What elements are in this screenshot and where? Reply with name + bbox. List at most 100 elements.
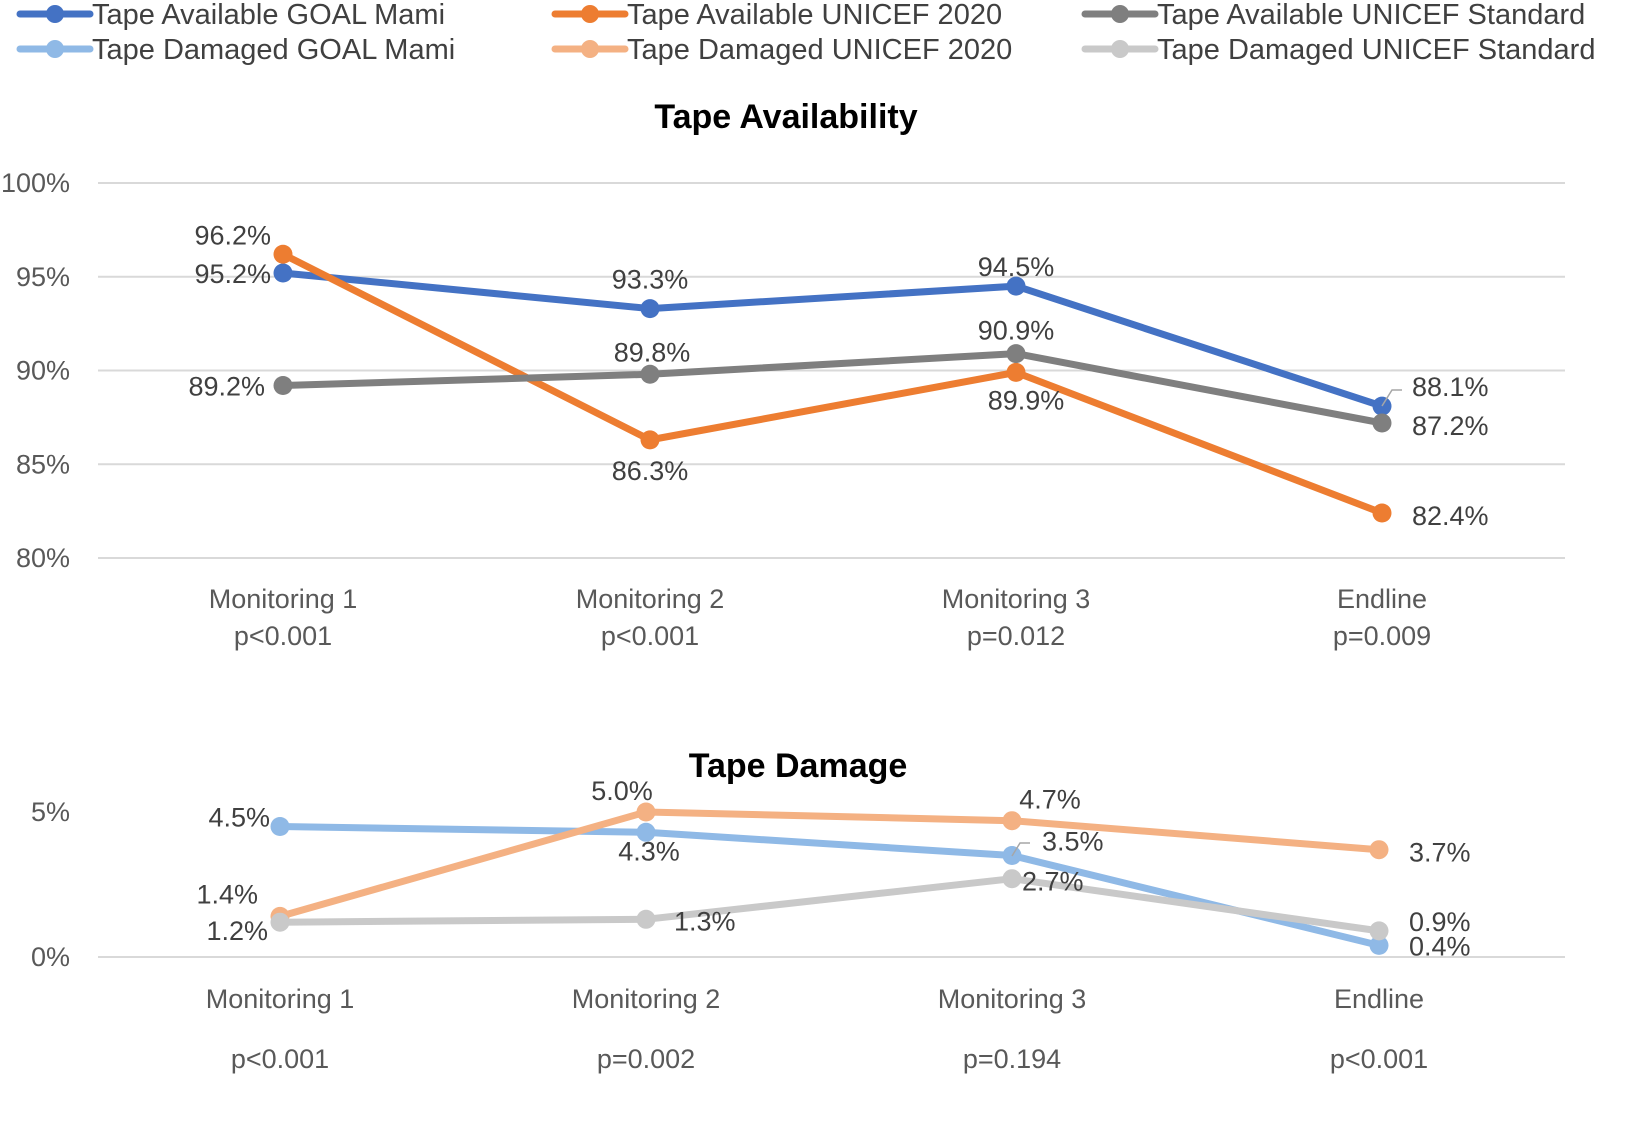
data-label: 90.9% — [978, 316, 1055, 346]
series-tape-available-unicef-2020: 96.2% 86.3% 89.9% 82.4% — [194, 220, 1488, 531]
series-tape-damaged-unicef-2020: 1.4% 5.0% 4.7% 3.7% — [196, 776, 1471, 926]
data-label: 89.2% — [188, 372, 265, 402]
legend-label: Tape Damaged UNICEF 2020 — [627, 34, 1012, 66]
x-category-label: Monitoring 3 — [938, 984, 1087, 1014]
series-line — [276, 875, 1383, 935]
x-category-pvalue: p<0.001 — [601, 621, 699, 651]
legend-item-tape-damaged-unicef-2020: Tape Damaged UNICEF 2020 — [551, 34, 1012, 66]
x-category-pvalue: p=0.009 — [1333, 621, 1431, 651]
legend-item-tape-damaged-goal-mami: Tape Damaged GOAL Mami — [16, 34, 455, 66]
data-point — [636, 822, 656, 842]
series-line — [279, 350, 1386, 427]
data-point — [1002, 811, 1022, 831]
data-point — [1369, 921, 1389, 941]
x-category-label: Monitoring 3 — [942, 584, 1091, 614]
data-label: 3.7% — [1409, 838, 1471, 868]
series-tape-available-goal-mami: 95.2% 93.3% 94.5% 88.1% — [194, 252, 1489, 416]
data-point — [636, 909, 656, 929]
data-point — [270, 912, 290, 932]
x-category-label: Monitoring 1 — [209, 584, 358, 614]
data-label: 87.2% — [1412, 411, 1489, 441]
chart-title: Tape Availability — [654, 98, 917, 136]
data-label: 93.3% — [612, 265, 689, 295]
legend-marker-swatch — [1111, 5, 1129, 23]
data-point — [1372, 503, 1392, 523]
data-point — [1372, 413, 1392, 433]
data-label: 1.4% — [196, 879, 258, 909]
data-point — [640, 364, 660, 384]
series-tape-damaged-unicef-standard: 1.2% 1.3% 2.7% 0.9% — [206, 867, 1470, 947]
data-label: 4.7% — [1019, 785, 1081, 815]
y-tick-label: 5% — [31, 797, 70, 827]
data-label: 4.5% — [208, 803, 270, 833]
data-label: 96.2% — [194, 220, 271, 250]
x-category-pvalue: p=0.002 — [597, 1044, 695, 1074]
data-label: 88.1% — [1412, 372, 1489, 402]
series-line — [276, 823, 1383, 949]
y-tick-label: 100% — [1, 168, 70, 198]
legend-item-tape-damaged-unicef-standard: Tape Damaged UNICEF Standard — [1081, 34, 1595, 66]
legend-item-tape-available-unicef-2020: Tape Available UNICEF 2020 — [551, 0, 1002, 31]
data-point — [273, 376, 293, 395]
data-label: 94.5% — [978, 252, 1055, 282]
series-tape-damaged-goal-mami: 4.5% 4.3% 3.5% 0.4% — [208, 803, 1470, 962]
legend-label: Tape Damaged UNICEF Standard — [1157, 34, 1595, 66]
data-point — [1369, 840, 1389, 860]
series-line — [276, 808, 1383, 920]
series-line — [279, 269, 1386, 410]
series-line — [279, 250, 1386, 517]
data-label: 86.3% — [612, 456, 689, 486]
data-label: 95.2% — [194, 259, 271, 289]
y-tick-label: 95% — [16, 262, 70, 292]
legend-label: Tape Available GOAL Mami — [92, 0, 445, 31]
data-point — [1006, 276, 1026, 296]
legend-marker-swatch — [1111, 40, 1129, 58]
data-point — [636, 802, 656, 822]
x-category-label: Endline — [1337, 584, 1427, 614]
legend-marker-swatch — [581, 40, 599, 58]
data-label: 1.2% — [206, 916, 268, 946]
legend-marker-swatch — [46, 40, 64, 58]
x-category-label: Monitoring 1 — [206, 984, 355, 1014]
data-label: 1.3% — [674, 906, 736, 936]
data-point — [1372, 396, 1392, 416]
legend-label: Tape Available UNICEF Standard — [1157, 0, 1585, 31]
data-point — [1002, 869, 1022, 889]
legend-marker-swatch — [581, 5, 599, 23]
legend-label: Tape Available UNICEF 2020 — [627, 0, 1002, 31]
data-point — [273, 244, 293, 264]
tape-damage-chart: Tape Damage 0% 5% Monitoring 1 p<0.001 Monito… — [31, 747, 1565, 1074]
chart-legend: Tape Available GOAL Mami Tape Available U… — [16, 0, 1595, 66]
data-point — [1006, 344, 1026, 364]
data-point — [640, 299, 660, 319]
data-label-leader — [1011, 842, 1030, 857]
x-category-label: Monitoring 2 — [576, 584, 725, 614]
chart-title: Tape Damage — [689, 747, 908, 785]
x-category-pvalue: p=0.194 — [963, 1044, 1061, 1074]
y-tick-label: 0% — [31, 942, 70, 972]
data-point — [1369, 935, 1389, 955]
data-point — [273, 263, 293, 283]
data-label: 2.7% — [1022, 867, 1084, 897]
legend-item-tape-available-goal-mami: Tape Available GOAL Mami — [16, 0, 445, 31]
data-label: 5.0% — [591, 776, 653, 806]
data-point — [1006, 362, 1026, 382]
data-label-leader — [1381, 389, 1402, 407]
x-category-pvalue: p<0.001 — [1330, 1044, 1428, 1074]
data-label: 89.9% — [988, 385, 1065, 415]
data-label: 0.4% — [1409, 931, 1471, 961]
data-point — [640, 430, 660, 450]
x-category-label: Monitoring 2 — [572, 984, 721, 1014]
legend-marker-swatch — [46, 5, 64, 23]
y-tick-label: 85% — [16, 449, 70, 479]
data-label: 82.4% — [1412, 501, 1489, 531]
x-category-pvalue: p<0.001 — [231, 1044, 329, 1074]
data-label: 4.3% — [618, 836, 680, 866]
legend-item-tape-available-unicef-standard: Tape Available UNICEF Standard — [1081, 0, 1585, 31]
x-category-pvalue: p=0.012 — [967, 621, 1065, 651]
data-label: 0.9% — [1409, 907, 1471, 937]
data-label: 89.8% — [614, 337, 691, 367]
legend-label: Tape Damaged GOAL Mami — [92, 34, 455, 66]
y-tick-label: 90% — [16, 356, 70, 386]
data-point — [270, 817, 290, 836]
